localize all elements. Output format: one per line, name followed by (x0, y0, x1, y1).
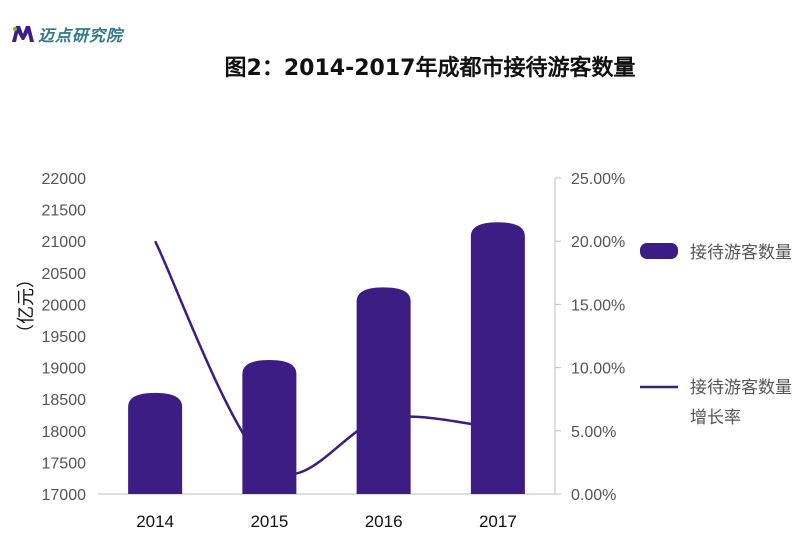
y-right-tick-label: 25.00% (571, 171, 625, 188)
y-left-tick-label: 17000 (42, 487, 87, 504)
legend-line-label-cont: 增长率 (690, 408, 741, 428)
y-left-tick-label: 19500 (42, 329, 87, 346)
bar-2014 (128, 392, 183, 494)
chart-title: 图2：2014-2017年成都市接待游客数量 (224, 56, 636, 81)
y-left-tick-label: 21000 (42, 234, 87, 251)
y-left-tick-label: 18000 (42, 424, 87, 441)
growth-rate-line (154, 240, 498, 476)
y-axis-label: （亿元） (16, 270, 37, 342)
y-left-tick-label: 21500 (42, 203, 87, 220)
bar-2017 (470, 222, 525, 495)
x-tick-label: 2017 (479, 512, 517, 531)
y-right-tick-label: 15.00% (571, 297, 625, 314)
legend-bar-label: 接待游客数量 (690, 243, 792, 263)
y-left-tick-label: 20500 (42, 266, 87, 283)
legend-bar-swatch (640, 243, 678, 259)
logo: 迈点研究院 (12, 22, 123, 46)
y-right-tick-label: 0.00% (571, 487, 616, 504)
y-left-tick-label: 20000 (42, 297, 87, 314)
y-left-tick-label: 18500 (42, 392, 87, 409)
y-left-tick-label: 19000 (42, 361, 87, 378)
x-tick-label: 2016 (365, 512, 403, 531)
y-right-tick-label: 10.00% (571, 361, 625, 378)
logo-mark-icon (12, 26, 34, 42)
y-right-tick-label: 5.00% (571, 424, 616, 441)
y-left-tick-label: 22000 (42, 171, 87, 188)
x-tick-label: 2014 (136, 512, 174, 531)
x-tick-label: 2015 (250, 512, 288, 531)
logo-text: 迈点研究院 (38, 26, 124, 45)
bar-2015 (242, 360, 297, 494)
legend-line-label: 接待游客数量 (690, 378, 792, 398)
y-right-tick-label: 20.00% (571, 234, 625, 251)
bar-2016 (356, 287, 411, 494)
y-left-tick-label: 17500 (42, 455, 87, 472)
